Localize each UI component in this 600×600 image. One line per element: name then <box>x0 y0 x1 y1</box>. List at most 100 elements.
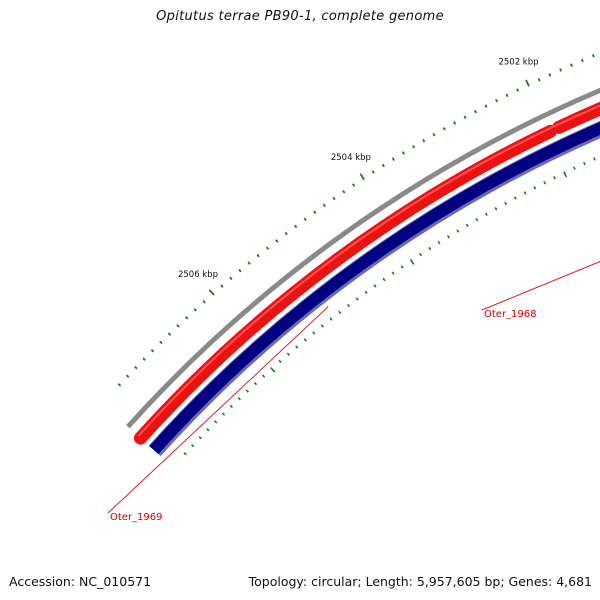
lower-tick <box>475 218 479 222</box>
ruler-major-tick <box>208 289 215 296</box>
ruler-minor-tick <box>342 189 346 194</box>
ruler-minor-tick <box>184 316 189 320</box>
lower-tick <box>206 428 210 432</box>
forward-strand-highlight <box>137 104 600 437</box>
ruler-minor-tick <box>537 78 541 82</box>
ruler-minor-tick <box>125 374 130 378</box>
lower-tick <box>245 389 249 393</box>
lower-tick <box>563 171 568 178</box>
ruler-minor-tick <box>442 127 446 131</box>
lower-tick <box>237 397 241 401</box>
lower-tick <box>400 265 404 269</box>
ruler-minor-tick <box>412 145 416 149</box>
lower-tick <box>183 452 187 456</box>
lower-tick <box>419 252 423 257</box>
ruler-minor-tick <box>142 357 146 361</box>
ruler-tick-label: 2502 kbp <box>498 58 538 68</box>
ruler-minor-tick <box>265 246 270 250</box>
lower-tick <box>338 310 342 314</box>
genome-title: Opitutus terrae PB90-1, complete genome <box>156 9 444 24</box>
lower-tick <box>303 338 307 342</box>
lower-tick <box>513 196 517 200</box>
lower-tick <box>543 181 547 185</box>
ruler-minor-tick <box>134 365 138 370</box>
ruler-minor-tick <box>432 132 436 137</box>
ruler-tick-label: 2506 kbp <box>178 270 218 280</box>
lower-tick <box>409 259 415 265</box>
ruler-minor-tick <box>473 109 477 114</box>
ruler-tick-label: 2504 kbp <box>331 153 371 163</box>
genome-backbone <box>126 87 600 429</box>
lower-tick <box>346 303 350 308</box>
lower-tick <box>214 420 218 424</box>
lower-tick <box>191 444 195 448</box>
ruler-minor-tick <box>303 217 307 222</box>
ruler-minor-tick <box>284 231 288 236</box>
lower-tick <box>329 317 333 321</box>
ruler-minor-tick <box>484 104 488 108</box>
lower-tick <box>286 352 290 356</box>
gene-label: Oter_1969 <box>110 512 163 523</box>
ruler-minor-tick <box>332 196 336 201</box>
lower-tick <box>270 367 276 373</box>
lower-tick <box>312 331 316 335</box>
ruler-minor-tick <box>275 239 279 243</box>
feature-tracks <box>124 85 600 457</box>
ruler-minor-tick <box>494 98 498 103</box>
ruler-minor-tick <box>313 210 317 215</box>
gene-feature-oter-1969 <box>134 124 557 445</box>
ruler-minor-tick <box>159 340 163 345</box>
ruler-minor-tick <box>176 324 180 328</box>
ruler-minor-tick <box>294 224 298 229</box>
ruler-minor-tick <box>322 203 326 208</box>
ruler-major-tick <box>525 79 530 87</box>
lower-tick <box>391 271 395 275</box>
lower-tick <box>437 240 441 245</box>
ruler-minor-tick <box>202 300 206 304</box>
ruler-minor-tick <box>505 93 509 98</box>
ruler-minor-tick <box>580 58 584 63</box>
lower-tick <box>253 381 258 386</box>
lower-tick <box>465 223 469 228</box>
lower-tick <box>295 345 299 349</box>
lower-tick <box>583 161 586 166</box>
lower-tick <box>355 297 359 301</box>
ruler-minor-tick <box>391 157 395 161</box>
accession-text: Accession: NC_010571 <box>9 574 152 589</box>
ruler-tick-labels: 2492 kbp2494 kbp2496 kbp2498 kbp2500 kbp… <box>178 58 539 281</box>
ruler-minor-tick <box>371 170 375 174</box>
ruler-minor-tick <box>220 284 224 288</box>
lower-tick <box>229 404 234 408</box>
ruler-minor-tick <box>117 383 122 387</box>
ruler-minor-tick <box>247 261 251 265</box>
lower-tick <box>364 290 368 295</box>
lower-tick <box>494 207 498 211</box>
ruler-minor-tick <box>256 253 260 258</box>
ruler-minor-tick <box>381 163 385 168</box>
gene-leader-line <box>107 306 329 514</box>
lower-tick <box>456 229 460 233</box>
ruler-minor-tick <box>167 332 172 336</box>
lower-tick <box>261 374 266 378</box>
lower-tick-ring <box>183 157 596 456</box>
ruler-tick-ring <box>117 54 595 387</box>
ruler-minor-tick <box>548 73 552 77</box>
ruler-minor-tick <box>516 88 520 92</box>
ruler-minor-tick <box>150 349 155 353</box>
reverse-strand-feature <box>149 122 600 455</box>
lower-tick <box>553 176 556 180</box>
ruler-minor-tick <box>463 115 467 120</box>
lower-tick <box>523 191 527 195</box>
lower-tick <box>533 186 537 190</box>
ruler-minor-tick <box>229 276 233 281</box>
ruler-major-tick <box>359 173 366 181</box>
lower-tick <box>428 246 432 251</box>
lower-tick <box>198 436 202 440</box>
gene-label: Oter_1968 <box>484 309 537 320</box>
gene-leader-line <box>481 261 600 311</box>
ruler-minor-tick <box>570 63 573 67</box>
ruler-minor-tick <box>351 183 356 187</box>
lower-tick <box>573 166 576 170</box>
lower-tick <box>593 157 596 161</box>
